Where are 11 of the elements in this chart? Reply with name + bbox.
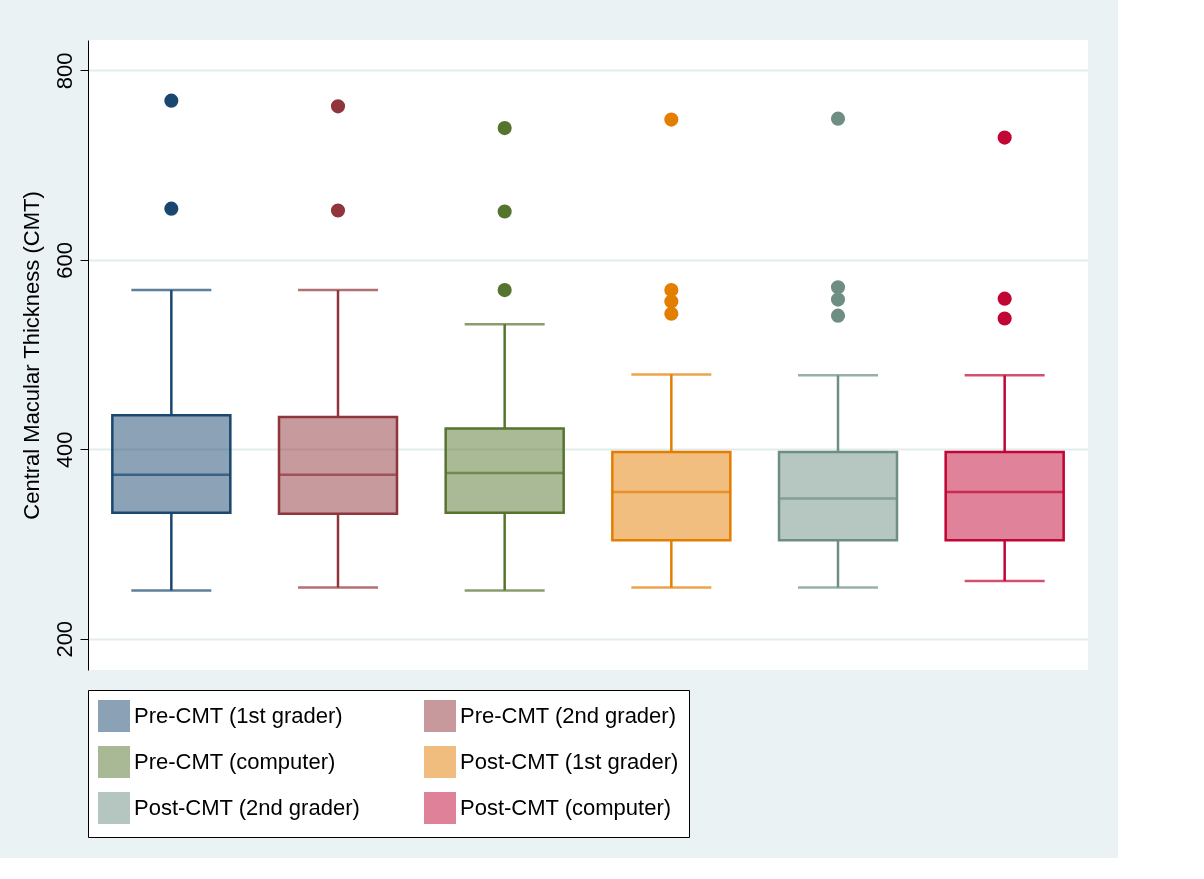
legend-label: Pre-CMT (2nd grader) [460, 703, 676, 728]
y-tick-label: 400 [51, 431, 77, 469]
y-axis-title: Central Macular Thickness (CMT) [18, 191, 44, 520]
y-tick-label: 600 [51, 241, 77, 279]
legend-label: Pre-CMT (computer) [134, 749, 336, 774]
y-tick-label: 800 [51, 52, 77, 90]
legend-label: Pre-CMT (1st grader) [134, 703, 343, 728]
legend-label: Post-CMT (2nd grader) [134, 795, 360, 820]
legend-label: Post-CMT (1st grader) [460, 749, 679, 774]
y-tick-label: 200 [51, 620, 77, 658]
legend-label: Post-CMT (computer) [460, 795, 672, 820]
